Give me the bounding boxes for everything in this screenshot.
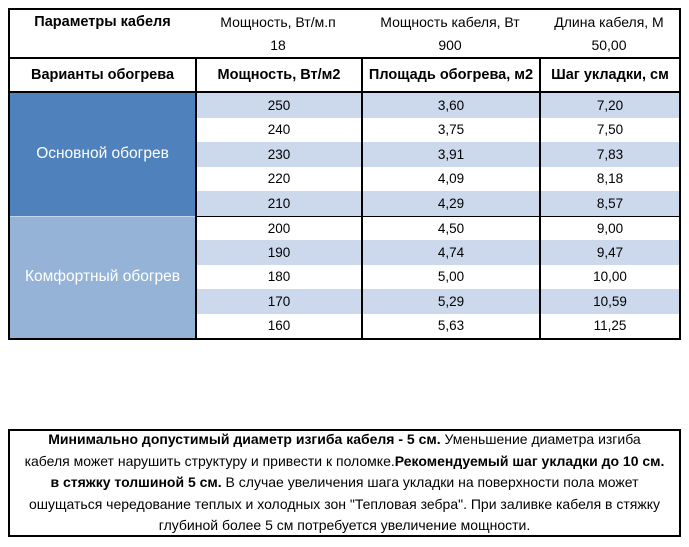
table-cell: 7,20 xyxy=(539,93,679,118)
table-cell: 4,29 xyxy=(361,191,539,216)
table-cell: 180 xyxy=(195,264,361,289)
cable-parameters-table: Параметры кабеля Мощность, Вт/м.п Мощнос… xyxy=(8,8,681,340)
table-cell: 10,00 xyxy=(539,264,679,289)
note-segment: В случае увеличения шага укладки на пове… xyxy=(28,474,661,534)
table-cell: 200 xyxy=(195,215,361,240)
column-header-variants: Варианты обогрева xyxy=(30,67,175,83)
cable-length-label: Длина кабеля, М xyxy=(554,13,664,30)
table-cell: 250 xyxy=(195,93,361,118)
cable-power-label: Мощность кабеля, Вт xyxy=(380,13,520,30)
table-cell: 5,29 xyxy=(361,289,539,314)
table-cell: 220 xyxy=(195,166,361,191)
table-cell: 8,18 xyxy=(539,166,679,191)
params-title: Параметры кабеля xyxy=(34,13,171,30)
table-cell: 190 xyxy=(195,240,361,265)
column-header-step: Шаг укладки, см xyxy=(539,59,679,91)
table-cell: 160 xyxy=(195,313,361,338)
table-cell: 7,83 xyxy=(539,142,679,167)
table-cell: 10,59 xyxy=(539,289,679,314)
note-text: Минимально допустимый диаметр изгиба каб… xyxy=(10,429,679,537)
table-cell: 11,25 xyxy=(539,313,679,338)
cable-params-section: Параметры кабеля Мощность, Вт/м.п Мощнос… xyxy=(10,10,679,57)
group-label-comfort-heating: Комфортный обогрев xyxy=(10,215,195,338)
note-segment: Уменьшение диаметра изгиба кабеля может … xyxy=(24,431,641,469)
note-box: Минимально допустимый диаметр изгиба каб… xyxy=(8,429,681,537)
table-cell: 9,00 xyxy=(539,215,679,240)
table-cell: 8,57 xyxy=(539,191,679,216)
column-header-area: Площадь обогрева, м2 xyxy=(361,59,539,91)
table-cell: 5,63 xyxy=(361,313,539,338)
table-cell: 3,91 xyxy=(361,142,539,167)
table-cell: 7,50 xyxy=(539,117,679,142)
cable-power-value: 900 xyxy=(438,36,462,53)
table-cell: 240 xyxy=(195,117,361,142)
heating-table-header: Варианты обогрева Мощность, Вт/м2 Площад… xyxy=(10,57,679,93)
power-per-meter-value: 18 xyxy=(270,36,286,53)
table-cell: 210 xyxy=(195,191,361,216)
group-label-main-heating: Основной обогрев xyxy=(10,93,195,216)
table-cell: 5,00 xyxy=(361,264,539,289)
table-cell: 4,50 xyxy=(361,215,539,240)
column-header-power: Мощность, Вт/м2 xyxy=(195,59,361,91)
table-cell: 3,75 xyxy=(361,117,539,142)
table-cell: 4,74 xyxy=(361,240,539,265)
table-cell: 170 xyxy=(195,289,361,314)
table-cell: 4,09 xyxy=(361,166,539,191)
note-segment-bold: Рекомендуемый шаг укладки до 10 см. в ст… xyxy=(50,452,665,491)
table-cell: 230 xyxy=(195,142,361,167)
cable-length-value: 50,00 xyxy=(591,36,627,53)
table-cell: 3,60 xyxy=(361,93,539,118)
note-segment-bold: Минимально допустимый диаметр изгиба каб… xyxy=(48,431,441,448)
table-cell: 9,47 xyxy=(539,240,679,265)
heating-table-body: Основной обогрев 250 3,60 7,20 240 3,75 7,50 23… xyxy=(10,93,679,338)
power-per-meter-label: Мощность, Вт/м.п xyxy=(220,13,336,30)
